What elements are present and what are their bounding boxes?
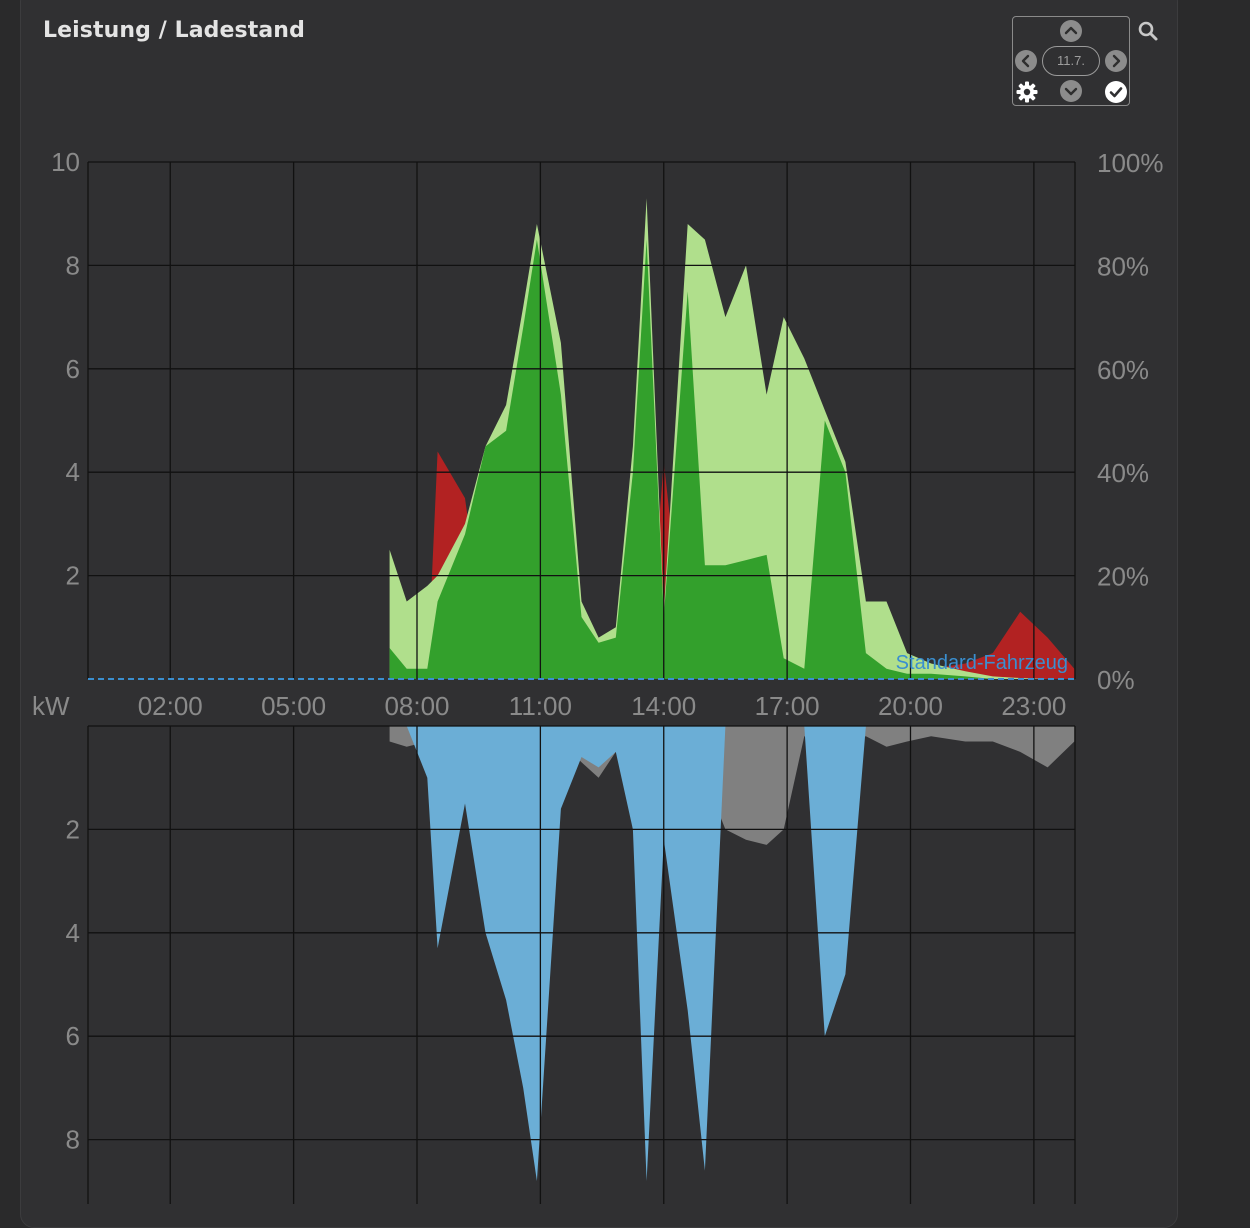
date-navigator xyxy=(1012,16,1130,106)
right-y-tick-label: 0% xyxy=(1097,665,1135,695)
right-y-tick-label: 20% xyxy=(1097,562,1149,592)
right-y-tick-label: 80% xyxy=(1097,251,1149,281)
right-y-tick-label: 60% xyxy=(1097,355,1149,385)
bottom-y-tick-label: 6 xyxy=(66,1021,80,1051)
bottom-y-unit-label: kW xyxy=(32,691,70,721)
series-pv-self-use-area xyxy=(389,239,1075,679)
chevron-left-icon[interactable] xyxy=(1015,50,1037,72)
bottom-y-tick-label: 2 xyxy=(66,814,80,844)
x-tick-label: 05:00 xyxy=(261,691,326,721)
top-y-tick-label: 8 xyxy=(66,250,80,280)
top-y-tick-label: 4 xyxy=(66,457,80,487)
soc-series-annotation: Standard-Fahrzeug xyxy=(896,652,1068,674)
chevron-up-icon[interactable] xyxy=(1060,20,1082,42)
series-house-consumption-area xyxy=(389,726,1075,845)
card-title: Leistung / Ladestand xyxy=(43,18,305,43)
gear-icon[interactable] xyxy=(1015,80,1039,104)
x-tick-label: 23:00 xyxy=(1001,691,1066,721)
right-y-tick-label: 100% xyxy=(1097,148,1164,178)
x-tick-label: 14:00 xyxy=(631,691,696,721)
check-icon[interactable] xyxy=(1104,80,1128,104)
chevron-down-icon[interactable] xyxy=(1060,80,1082,102)
bottom-y-tick-label: 4 xyxy=(66,918,80,948)
x-tick-label: 11:00 xyxy=(509,691,572,721)
x-tick-label: 20:00 xyxy=(878,691,943,721)
date-display[interactable]: 11.7. xyxy=(1042,46,1100,76)
top-y-tick-label: 6 xyxy=(66,354,80,384)
series-battery-area xyxy=(389,726,1075,1181)
search-icon[interactable] xyxy=(1137,20,1159,42)
right-y-tick-label: 40% xyxy=(1097,458,1149,488)
x-tick-label: 08:00 xyxy=(384,691,449,721)
x-tick-label: 02:00 xyxy=(138,691,203,721)
chart-card xyxy=(20,0,1178,1228)
top-y-tick-label: 10 xyxy=(51,147,80,177)
chevron-right-icon[interactable] xyxy=(1105,50,1127,72)
top-y-tick-label: 2 xyxy=(66,561,80,591)
x-tick-label: 17:00 xyxy=(755,691,820,721)
bottom-y-tick-label: 8 xyxy=(66,1125,80,1155)
